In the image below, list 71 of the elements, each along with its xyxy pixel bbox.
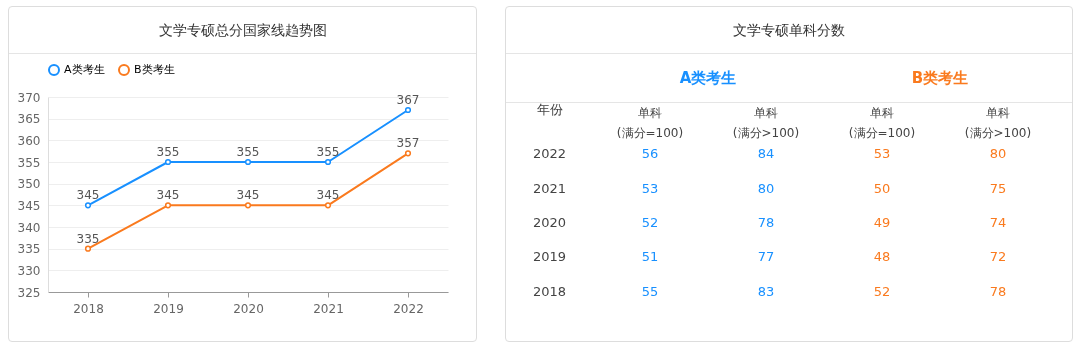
y-tick-label: 360 bbox=[17, 133, 41, 148]
x-tick-label: 单科 (满分=100) bbox=[848, 105, 916, 140]
x-tick-label: 单科 (满分=100) bbox=[616, 105, 684, 140]
data-label: 367 bbox=[396, 93, 420, 107]
y-tick-label: 350 bbox=[17, 177, 41, 192]
y-tick-label: 365 bbox=[17, 112, 41, 127]
data-label: 355 bbox=[156, 145, 180, 159]
data-label: 74 bbox=[989, 215, 1007, 230]
data-label: 357 bbox=[396, 136, 420, 151]
data-label: 84 bbox=[757, 146, 775, 162]
data-label: 78 bbox=[989, 283, 1007, 299]
point bbox=[164, 202, 172, 209]
y-tick-label: 2020 bbox=[532, 215, 567, 230]
point bbox=[244, 202, 252, 209]
y-tick-label: 2022 bbox=[532, 146, 567, 162]
data-label: 49 bbox=[873, 215, 891, 230]
data-label: 50 bbox=[873, 180, 891, 196]
point bbox=[404, 106, 412, 114]
y-tick-label: 335 bbox=[17, 242, 41, 257]
data-label: 80 bbox=[757, 180, 775, 196]
x-tick-label: 2019 bbox=[153, 301, 184, 316]
x-tick-label: 单科 (满分>100) bbox=[964, 105, 1032, 140]
point bbox=[324, 158, 332, 166]
point bbox=[84, 245, 92, 252]
data-label: 345 bbox=[236, 188, 260, 203]
x-tick-label: 2018 bbox=[73, 301, 104, 316]
y-tick-label: 330 bbox=[17, 263, 41, 278]
y-axis-title: 年份 bbox=[536, 101, 563, 117]
data-label: 56 bbox=[641, 146, 659, 162]
y-tick-label: 2019 bbox=[532, 249, 567, 265]
x-tick-label: 2021 bbox=[313, 301, 344, 316]
data-label: 52 bbox=[641, 215, 659, 230]
data-label: 345 bbox=[156, 188, 180, 203]
data-label: 55 bbox=[641, 283, 659, 299]
data-label: 75 bbox=[989, 180, 1007, 196]
chart-title: 文学专硕单科分数 bbox=[506, 7, 1072, 54]
legend-label: A类考生 bbox=[64, 63, 105, 76]
point bbox=[244, 158, 252, 166]
data-label: 51 bbox=[641, 249, 659, 265]
y-tick-label: 340 bbox=[17, 220, 41, 235]
y-tick-label: 325 bbox=[17, 285, 41, 300]
data-label: 48 bbox=[873, 249, 891, 265]
data-label: 355 bbox=[236, 145, 260, 159]
data-label: 335 bbox=[76, 231, 100, 246]
y-tick-label: 370 bbox=[17, 90, 41, 105]
data-label: 78 bbox=[757, 215, 775, 230]
data-label: 53 bbox=[641, 180, 659, 196]
x-tick-label: 单科 (满分>100) bbox=[732, 105, 800, 140]
x-tick-label: 2022 bbox=[393, 301, 424, 316]
point bbox=[164, 158, 172, 166]
data-label: 355 bbox=[316, 145, 340, 159]
data-label: 77 bbox=[757, 249, 775, 265]
data-label: 83 bbox=[757, 283, 775, 299]
text: A类考生 bbox=[678, 68, 738, 88]
point bbox=[324, 202, 332, 209]
data-label: 80 bbox=[989, 146, 1007, 162]
y-tick-label: 345 bbox=[17, 198, 41, 213]
data-label: 53 bbox=[873, 146, 891, 162]
data-label: 52 bbox=[873, 283, 891, 299]
y-tick-label: 2018 bbox=[532, 283, 567, 299]
point bbox=[404, 150, 412, 157]
point bbox=[84, 202, 92, 209]
y-tick-label: 355 bbox=[17, 155, 41, 170]
text: B类考生 bbox=[910, 68, 970, 88]
x-tick-label: 2020 bbox=[233, 301, 264, 316]
data-label: 345 bbox=[76, 188, 100, 203]
legend-label: B类考生 bbox=[134, 63, 175, 76]
y-tick-label: 2021 bbox=[532, 180, 567, 196]
chart-title: 文学专硕总分国家线趋势图 bbox=[9, 7, 476, 54]
data-label: 345 bbox=[316, 188, 340, 203]
data-label: 72 bbox=[989, 249, 1007, 265]
